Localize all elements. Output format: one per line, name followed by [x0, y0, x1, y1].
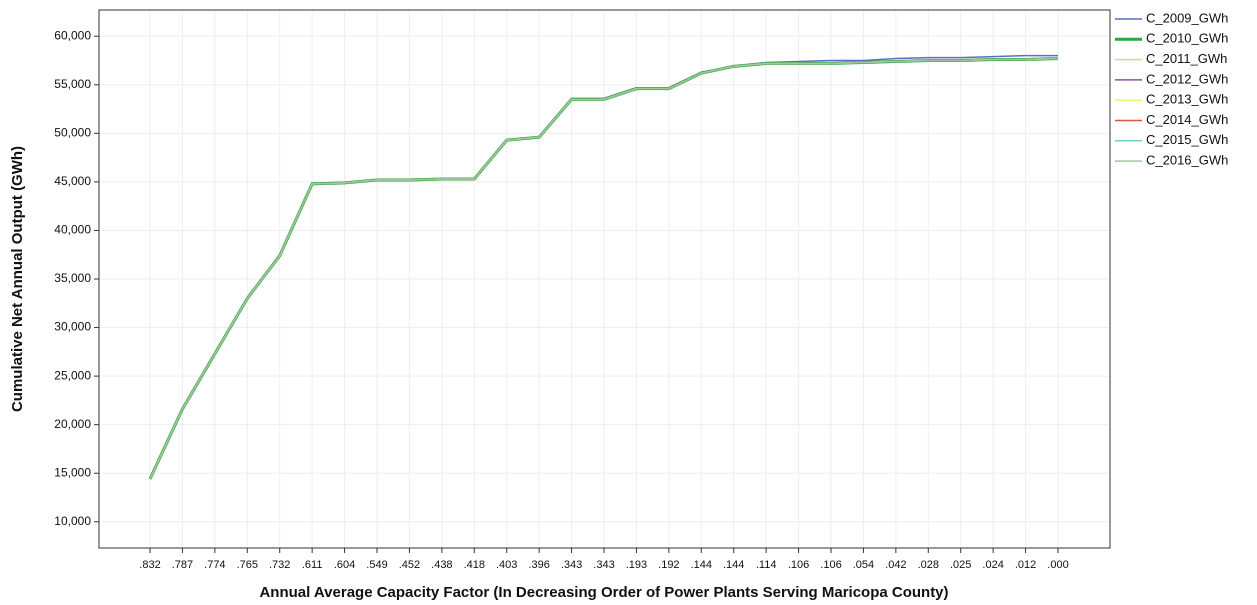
x-axis-title: Annual Average Capacity Factor (In Decre… — [259, 584, 948, 601]
y-tick-label: 10,000 — [54, 514, 91, 528]
x-tick-label: .343 — [561, 559, 582, 571]
y-tick-label: 45,000 — [54, 174, 91, 188]
x-tick-label: .765 — [237, 559, 258, 571]
x-tick-label: .144 — [723, 559, 744, 571]
y-tick-label: 50,000 — [54, 126, 91, 140]
y-tick-label: 20,000 — [54, 417, 91, 431]
x-tick-label: .114 — [756, 559, 777, 571]
legend-label: C_2009_GWh — [1146, 10, 1228, 25]
x-tick-label: .438 — [431, 559, 452, 571]
legend-label: C_2015_GWh — [1146, 132, 1228, 147]
x-tick-label: .774 — [204, 559, 225, 571]
legend-label: C_2011_GWh — [1146, 51, 1227, 66]
x-tick-label: .787 — [172, 559, 193, 571]
x-tick-label: .604 — [334, 559, 355, 571]
y-axis-title: Cumulative Net Annual Output (GWh) — [9, 146, 26, 412]
y-tick-label: 25,000 — [54, 368, 91, 382]
x-tick-label: .452 — [399, 559, 420, 571]
x-tick-label: .418 — [464, 559, 485, 571]
legend-label: C_2013_GWh — [1146, 92, 1228, 107]
legend-label: C_2012_GWh — [1146, 71, 1228, 86]
y-tick-label: 55,000 — [54, 77, 91, 91]
y-tick-label: 40,000 — [54, 223, 91, 237]
plot-border — [98, 9, 1111, 549]
x-tick-label: .025 — [950, 559, 971, 571]
x-tick-label: .549 — [366, 559, 387, 571]
x-tick-label: .193 — [626, 559, 647, 571]
x-tick-label: .732 — [269, 559, 290, 571]
y-tick-label: 15,000 — [54, 465, 91, 479]
x-tick-label: .012 — [1015, 559, 1036, 571]
y-tick-label: 35,000 — [54, 271, 91, 285]
series-line — [149, 57, 1059, 480]
x-tick-label: .054 — [853, 559, 874, 571]
x-tick-label: .611 — [302, 559, 323, 571]
x-tick-label: .832 — [139, 559, 160, 571]
x-tick-label: .106 — [788, 559, 809, 571]
legend-label: C_2016_GWh — [1146, 153, 1228, 168]
x-tick-label: .403 — [496, 559, 517, 571]
x-tick-label: .024 — [982, 559, 1003, 571]
legend-label: C_2014_GWh — [1146, 112, 1228, 127]
x-tick-label: .144 — [691, 559, 712, 571]
x-tick-label: .396 — [528, 559, 549, 571]
x-tick-label: .028 — [918, 559, 939, 571]
x-tick-label: .042 — [885, 559, 906, 571]
x-tick-label: .000 — [1047, 559, 1068, 571]
legend-label: C_2010_GWh — [1146, 31, 1228, 46]
y-tick-label: 30,000 — [54, 320, 91, 334]
x-tick-label: .192 — [658, 559, 679, 571]
x-tick-label: .106 — [820, 559, 841, 571]
x-tick-label: .343 — [593, 559, 614, 571]
y-tick-label: 60,000 — [54, 28, 91, 42]
